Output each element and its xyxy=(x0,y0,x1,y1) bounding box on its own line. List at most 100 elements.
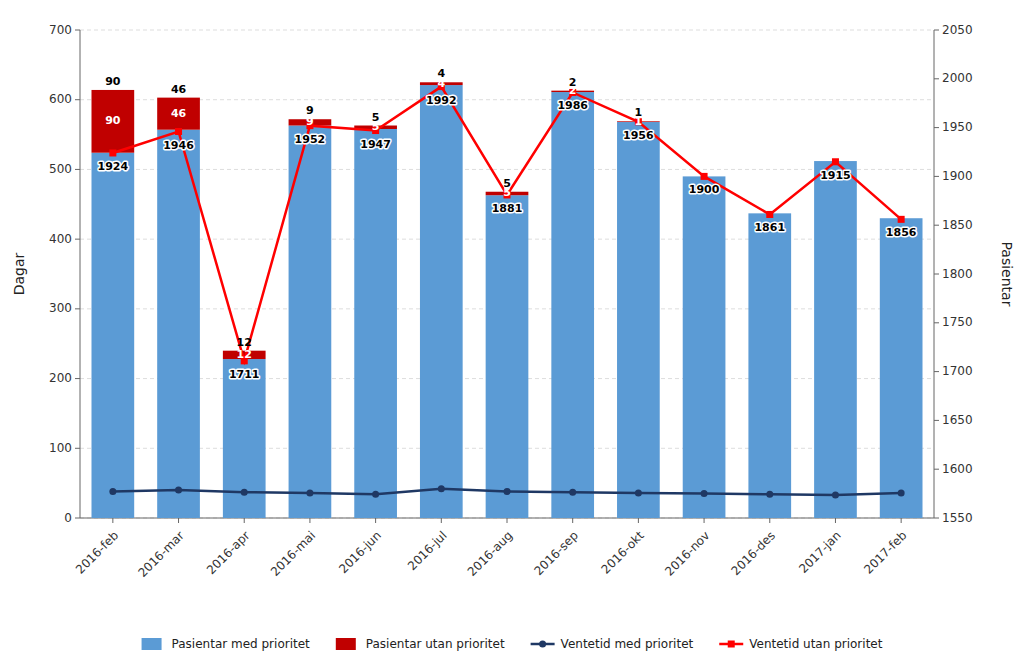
y2-tick-label: 1650 xyxy=(942,413,973,427)
legend-label: Pasientar med prioritet xyxy=(172,637,311,651)
legend-item: Ventetid utan prioritet xyxy=(719,637,882,651)
bar-top-label: 9 xyxy=(306,104,314,117)
x-tick-label: 2016-sep xyxy=(531,528,581,578)
line-series xyxy=(109,83,904,364)
line-label: 1900 xyxy=(689,183,720,196)
grid xyxy=(80,30,934,518)
tick-mark xyxy=(934,176,939,177)
marker xyxy=(635,489,642,496)
marker xyxy=(438,485,445,492)
line-label: 1947 xyxy=(360,138,391,151)
bar xyxy=(551,92,594,518)
y2-tick-label: 1950 xyxy=(942,120,973,134)
y-axis xyxy=(80,30,81,518)
tick-mark xyxy=(75,518,80,519)
tick-mark xyxy=(75,169,80,170)
legend-marker xyxy=(539,641,546,648)
y2-axis xyxy=(934,30,935,518)
legend-swatch xyxy=(336,638,356,650)
line-label: 1924 xyxy=(98,160,129,173)
tick-mark xyxy=(75,308,80,309)
tick-mark xyxy=(244,518,245,523)
legend-label: Ventetid med prioritet xyxy=(561,637,694,651)
tick-mark xyxy=(934,274,939,275)
bar-top-label: 5 xyxy=(503,177,511,190)
tick-mark xyxy=(835,518,836,523)
bar-inner-label: 46 xyxy=(171,107,187,120)
tick-mark xyxy=(934,469,939,470)
bar-top-label: 46 xyxy=(171,83,187,96)
marker xyxy=(504,488,511,495)
bar-top-label: 90 xyxy=(105,75,121,88)
y2-tick-label: 1900 xyxy=(942,169,973,183)
bar xyxy=(289,126,332,518)
bar xyxy=(91,153,134,518)
y-tick-label: 200 xyxy=(49,371,72,385)
tick-mark xyxy=(572,518,573,523)
y2-tick-label: 1750 xyxy=(942,315,973,329)
bar-top-label: 5 xyxy=(372,111,380,124)
legend-marker xyxy=(728,641,735,648)
line-label: 1986 xyxy=(557,99,588,112)
legend-item: Pasientar utan prioritet xyxy=(336,637,505,651)
bar xyxy=(617,122,660,518)
bar xyxy=(683,176,726,518)
bar xyxy=(880,218,923,518)
line-label: 1856 xyxy=(886,226,917,239)
y-tick-label: 500 xyxy=(49,162,72,176)
marker xyxy=(898,489,905,496)
line-label: 1956 xyxy=(623,129,654,142)
marker xyxy=(109,488,116,495)
bar xyxy=(814,161,857,518)
bar xyxy=(91,90,134,153)
x-tick-label: 2016-mai xyxy=(268,528,318,578)
y2-tick-label: 1850 xyxy=(942,218,973,232)
y2-axis-label: Pasientar xyxy=(999,242,1015,307)
y2-tick-label: 2050 xyxy=(942,23,973,37)
bar-series xyxy=(91,85,922,518)
marker xyxy=(832,491,839,498)
bar xyxy=(223,359,266,518)
x-tick-label: 2016-jun xyxy=(336,528,384,576)
bar xyxy=(157,98,200,130)
bar-inner-label: 90 xyxy=(105,114,121,127)
x-tick-label: 2017-feb xyxy=(861,528,909,576)
legend-item: Ventetid med prioritet xyxy=(531,637,694,651)
bar-top-label: 4 xyxy=(437,67,445,80)
bar xyxy=(486,195,529,518)
legend-item: Pasientar med prioritet xyxy=(142,637,311,651)
x-tick-label: 2016-apr xyxy=(204,528,253,577)
tick-mark xyxy=(441,518,442,523)
y2-tick-label: 1550 xyxy=(942,511,973,525)
tick-mark xyxy=(934,30,939,31)
marker xyxy=(701,490,708,497)
tick-mark xyxy=(934,78,939,79)
tick-mark xyxy=(75,448,80,449)
y2-tick-label: 2000 xyxy=(942,71,973,85)
marker xyxy=(175,487,182,494)
marker xyxy=(372,491,379,498)
x-tick-label: 2016-feb xyxy=(73,528,121,576)
line-series xyxy=(109,485,904,498)
marker xyxy=(766,491,773,498)
y-tick-label: 100 xyxy=(49,441,72,455)
tick-mark xyxy=(75,30,80,31)
tick-mark xyxy=(934,371,939,372)
line-label: 1952 xyxy=(295,133,326,146)
bar xyxy=(354,129,397,518)
tick-mark xyxy=(901,518,902,523)
y-tick-label: 600 xyxy=(49,92,72,106)
marker xyxy=(832,158,839,165)
data-labels: 9090464612129955445522111924194617111952… xyxy=(98,67,917,381)
x-tick-label: 2017-jan xyxy=(796,528,843,575)
line-label: 1881 xyxy=(492,202,523,215)
tick-mark xyxy=(934,420,939,421)
x-tick-label: 2016-jul xyxy=(405,528,450,573)
line xyxy=(113,87,901,361)
y-tick-label: 0 xyxy=(64,511,72,525)
legend: Pasientar med prioritet Pasientar utan pr… xyxy=(142,637,883,651)
tick-mark xyxy=(638,518,639,523)
line-label: 1915 xyxy=(820,169,851,182)
x-tick-label: 2016-okt xyxy=(599,528,647,576)
legend-swatch xyxy=(142,638,162,650)
